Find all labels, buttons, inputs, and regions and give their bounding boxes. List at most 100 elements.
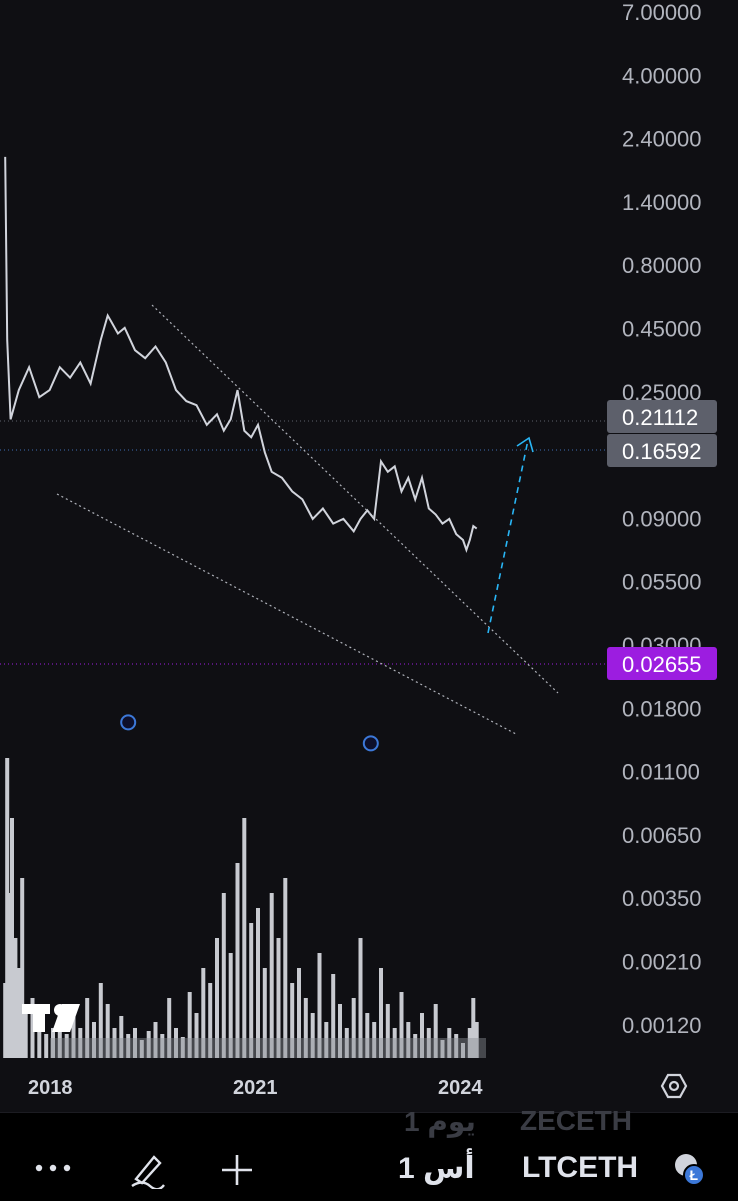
volume-bar: [344, 1028, 349, 1058]
volume-bar: [379, 968, 383, 1058]
y-axis: 7.00000 4.00000 2.40000 1.40000 0.80000 0.450…: [622, 0, 702, 1038]
volume-bars: [3, 758, 486, 1058]
volume-bar: [471, 998, 476, 1058]
y-tick-label: 0.00210: [622, 950, 702, 975]
volume-bar: [338, 1004, 342, 1058]
volume-bar: [365, 1013, 370, 1058]
volume-bar: [440, 1040, 445, 1058]
volume-bar: [262, 968, 267, 1058]
svg-text:Ł: Ł: [690, 1167, 699, 1183]
lower-trendline[interactable]: [56, 493, 517, 735]
volume-bar: [413, 1034, 418, 1058]
y-tick-label: 0.09000: [622, 506, 702, 531]
ghost-symbol-label: ZECETH: [520, 1105, 632, 1136]
volume-bar: [57, 1022, 62, 1058]
y-tick-label: 0.80000: [622, 253, 702, 278]
volume-base: [50, 1038, 486, 1058]
pencil-icon[interactable]: [128, 1149, 168, 1191]
volume-bar: [37, 1022, 42, 1058]
volume-bar: [20, 878, 25, 1058]
volume-bar: [30, 998, 35, 1058]
volume-bar: [235, 863, 240, 1058]
volume-bar: [310, 1013, 315, 1058]
volume-bar: [64, 1034, 69, 1058]
tradingview-logo[interactable]: [22, 1004, 80, 1032]
current-price-label: 0.02655: [607, 647, 717, 680]
volume-bar: [51, 1028, 55, 1058]
price-series-line: [4, 156, 478, 553]
volume-bar: [447, 1028, 452, 1058]
volume-bar: [358, 938, 363, 1058]
more-dots-icon[interactable]: [34, 1161, 74, 1173]
event-marker[interactable]: [120, 714, 137, 731]
volume-bar: [98, 983, 103, 1058]
volume-bar: [180, 1037, 185, 1058]
y-tick-label: 4.00000: [622, 63, 702, 88]
volume-bar: [331, 974, 336, 1058]
volume-bar: [153, 1022, 158, 1058]
projection-arrow[interactable]: [487, 439, 529, 634]
symbol-button[interactable]: LTCETH: [522, 1151, 639, 1184]
y-tick-label: 1.40000: [622, 190, 702, 215]
volume-bar: [16, 968, 21, 1058]
x-tick-2018: 2018: [28, 1077, 73, 1099]
volume-bar: [467, 1028, 472, 1058]
volume-bar: [276, 938, 281, 1058]
x-tick-2021: 2021: [233, 1077, 278, 1099]
volume-bar: [221, 893, 226, 1058]
price-label-2: 0.16592: [607, 434, 717, 467]
plus-icon[interactable]: [220, 1153, 254, 1187]
volume-bar: [13, 938, 18, 1058]
volume-bar: [119, 1016, 124, 1058]
volume-bar: [167, 998, 172, 1058]
volume-bar: [92, 1022, 96, 1058]
price-label-1: 0.21112: [607, 400, 717, 433]
volume-bar: [7, 893, 12, 1058]
upper-trendline[interactable]: [151, 304, 559, 694]
volume-bar: [160, 1034, 165, 1058]
projection-arrowhead: [516, 436, 534, 453]
volume-bar: [283, 878, 288, 1058]
volume-bar: [290, 983, 295, 1058]
volume-bar: [385, 1004, 390, 1058]
volume-bar: [215, 938, 219, 1058]
volume-bar: [433, 1004, 438, 1058]
volume-bar: [392, 1028, 397, 1058]
event-marker[interactable]: [362, 735, 379, 752]
volume-bar: [420, 1013, 424, 1058]
volume-bar: [249, 923, 254, 1058]
volume-bar: [406, 1022, 411, 1058]
volume-bar: [126, 1034, 131, 1058]
volume-bar: [461, 1043, 465, 1058]
volume-bar: [317, 953, 322, 1058]
y-tick-label: 0.00650: [622, 823, 702, 848]
volume-bar: [44, 1034, 49, 1058]
svg-text:0.02655: 0.02655: [622, 652, 702, 677]
volume-bar: [324, 1022, 329, 1058]
volume-bar: [5, 758, 10, 1058]
volume-bar: [105, 1004, 110, 1058]
volume-bar: [426, 1028, 431, 1058]
ghost-interval-label: 1 يوم: [404, 1106, 476, 1137]
volume-bar: [208, 983, 213, 1058]
volume-bar: [174, 1028, 178, 1058]
volume-bar: [372, 1022, 377, 1058]
x-tick-2024: 2024: [438, 1077, 483, 1099]
volume-bar: [242, 818, 247, 1058]
event-markers[interactable]: [120, 714, 379, 752]
volume-bar: [85, 998, 90, 1058]
svg-text:0.21112: 0.21112: [622, 405, 698, 430]
volume-bar: [133, 1028, 137, 1058]
y-tick-label: 7.00000: [622, 0, 702, 25]
hexagon-settings-icon[interactable]: [660, 1073, 688, 1099]
volume-bar: [112, 1028, 117, 1058]
volume-bar: [23, 1013, 28, 1058]
volume-bar: [399, 992, 404, 1058]
coin-badge-icon[interactable]: Ł: [672, 1151, 708, 1187]
volume-bar: [71, 1013, 76, 1058]
volume-bar: [187, 992, 192, 1058]
interval-button[interactable]: 1 أس: [398, 1152, 475, 1185]
volume-bar: [10, 818, 14, 1058]
volume-bar: [78, 1028, 83, 1058]
